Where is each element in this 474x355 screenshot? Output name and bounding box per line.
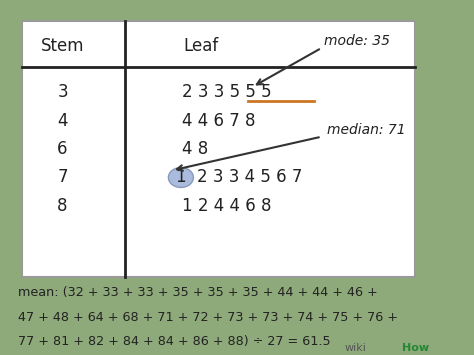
Text: How: How bbox=[401, 343, 429, 353]
Text: 6: 6 bbox=[57, 140, 68, 158]
Text: 47 + 48 + 64 + 68 + 71 + 72 + 73 + 73 + 74 + 75 + 76 +: 47 + 48 + 64 + 68 + 71 + 72 + 73 + 73 + … bbox=[18, 311, 398, 324]
FancyBboxPatch shape bbox=[22, 21, 415, 277]
Text: 1: 1 bbox=[175, 169, 186, 186]
Text: Stem: Stem bbox=[41, 37, 84, 55]
Text: mean: (32 + 33 + 33 + 35 + 35 + 35 + 44 + 44 + 46 +: mean: (32 + 33 + 33 + 35 + 35 + 35 + 44 … bbox=[18, 286, 378, 299]
Text: 77 + 81 + 82 + 84 + 84 + 86 + 88) ÷ 27 = 61.5: 77 + 81 + 82 + 84 + 84 + 86 + 88) ÷ 27 =… bbox=[18, 335, 330, 348]
Text: 4 4 6 7 8: 4 4 6 7 8 bbox=[182, 112, 256, 130]
Text: wiki: wiki bbox=[345, 343, 366, 353]
Text: Leaf: Leaf bbox=[183, 37, 219, 55]
Text: 8: 8 bbox=[57, 197, 68, 215]
Text: mode: 35: mode: 35 bbox=[324, 34, 390, 48]
Text: 2 3 3 4 5 6 7: 2 3 3 4 5 6 7 bbox=[198, 169, 303, 186]
Text: 7: 7 bbox=[57, 169, 68, 186]
Circle shape bbox=[168, 168, 193, 187]
Text: median: 71: median: 71 bbox=[327, 122, 406, 137]
Text: 3: 3 bbox=[57, 83, 68, 101]
Text: 1 2 4 4 6 8: 1 2 4 4 6 8 bbox=[182, 197, 272, 215]
Text: 4: 4 bbox=[57, 112, 68, 130]
Text: 2 3 3 5 5 5: 2 3 3 5 5 5 bbox=[182, 83, 272, 101]
Text: 4 8: 4 8 bbox=[182, 140, 209, 158]
